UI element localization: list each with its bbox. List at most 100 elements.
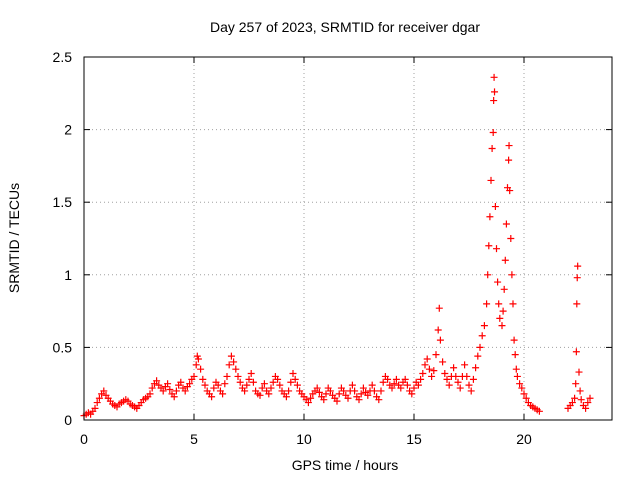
data-point bbox=[494, 278, 502, 286]
data-point bbox=[423, 355, 431, 363]
data-point bbox=[230, 358, 238, 366]
data-point bbox=[368, 381, 376, 389]
data-point bbox=[572, 380, 580, 388]
data-point bbox=[520, 390, 528, 398]
data-point bbox=[573, 274, 581, 282]
plot-frame bbox=[83, 56, 613, 421]
data-point bbox=[307, 394, 315, 402]
data-point bbox=[512, 365, 520, 373]
data-point bbox=[359, 384, 367, 392]
data-point bbox=[91, 404, 99, 412]
data-point bbox=[582, 404, 590, 412]
data-point bbox=[499, 307, 507, 315]
data-point bbox=[274, 375, 282, 383]
data-point bbox=[93, 399, 101, 407]
data-point bbox=[436, 336, 444, 344]
data-point bbox=[214, 381, 222, 389]
data-point bbox=[146, 390, 154, 398]
data-point bbox=[505, 142, 513, 150]
data-point bbox=[236, 378, 244, 386]
data-point bbox=[452, 372, 460, 380]
data-point bbox=[249, 378, 257, 386]
data-point bbox=[223, 372, 231, 380]
data-point bbox=[340, 387, 348, 395]
data-point bbox=[256, 391, 264, 399]
data-point bbox=[510, 336, 518, 344]
data-point bbox=[434, 326, 442, 334]
data-point bbox=[419, 370, 427, 378]
data-point bbox=[164, 380, 172, 388]
data-point bbox=[432, 351, 440, 359]
data-point bbox=[289, 370, 297, 378]
data-point bbox=[355, 396, 363, 404]
data-point bbox=[505, 156, 513, 164]
data-point bbox=[491, 203, 499, 211]
data-point bbox=[243, 381, 251, 389]
data-point bbox=[153, 377, 161, 385]
data-point bbox=[377, 387, 385, 395]
data-point bbox=[241, 387, 249, 395]
data-point bbox=[364, 391, 372, 399]
data-point bbox=[375, 396, 383, 404]
data-point bbox=[197, 365, 205, 373]
data-point bbox=[467, 387, 475, 395]
data-point bbox=[265, 390, 273, 398]
x-tick-label: 15 bbox=[406, 431, 422, 447]
data-point bbox=[507, 235, 515, 242]
data-point bbox=[511, 351, 519, 359]
data-point bbox=[232, 365, 240, 373]
data-point bbox=[326, 387, 334, 395]
data-point bbox=[502, 220, 510, 228]
data-point bbox=[445, 381, 453, 389]
data-point bbox=[181, 387, 189, 395]
y-tick-label: 2 bbox=[64, 122, 72, 138]
data-point bbox=[285, 387, 293, 395]
data-point bbox=[500, 285, 508, 293]
data-point bbox=[474, 352, 482, 360]
grid bbox=[84, 57, 612, 420]
x-tick-label: 20 bbox=[516, 431, 532, 447]
data-point bbox=[390, 380, 398, 388]
data-point bbox=[370, 387, 378, 395]
data-point bbox=[456, 384, 464, 392]
data-point bbox=[208, 393, 216, 401]
data-point bbox=[496, 314, 504, 322]
data-point bbox=[190, 372, 198, 380]
data-point bbox=[428, 372, 436, 380]
data-point bbox=[586, 394, 594, 402]
data-point bbox=[509, 300, 517, 308]
data-point bbox=[454, 378, 462, 386]
data-point bbox=[463, 372, 471, 380]
data-point bbox=[344, 394, 352, 402]
data-point bbox=[282, 393, 290, 401]
data-point bbox=[247, 370, 255, 378]
data-point bbox=[571, 394, 579, 402]
data-point bbox=[357, 390, 365, 398]
data-point bbox=[465, 381, 473, 389]
data-point bbox=[508, 271, 516, 279]
data-point bbox=[506, 187, 514, 195]
data-point bbox=[397, 384, 405, 392]
data-point bbox=[199, 375, 207, 383]
data-point bbox=[388, 384, 396, 392]
data-point bbox=[313, 384, 321, 392]
data-point bbox=[221, 380, 229, 388]
y-tick-label: 0.5 bbox=[53, 339, 73, 355]
data-point bbox=[401, 375, 409, 383]
x-axis-label: GPS time / hours bbox=[292, 457, 399, 473]
data-point bbox=[435, 304, 443, 312]
data-point bbox=[485, 242, 493, 250]
data-point bbox=[480, 322, 488, 330]
data-point bbox=[484, 271, 492, 279]
data-point bbox=[498, 322, 506, 330]
y-axis-label: SRMTID / TECUs bbox=[6, 183, 22, 293]
data-point bbox=[450, 364, 458, 372]
data-point bbox=[489, 129, 497, 137]
data-point bbox=[425, 365, 433, 373]
y-tick-label: 2.5 bbox=[53, 49, 73, 65]
data-point bbox=[304, 399, 312, 407]
data-point bbox=[461, 361, 469, 369]
data-point bbox=[392, 375, 400, 383]
data-point bbox=[234, 372, 242, 380]
y-tick-label: 1 bbox=[64, 267, 72, 283]
